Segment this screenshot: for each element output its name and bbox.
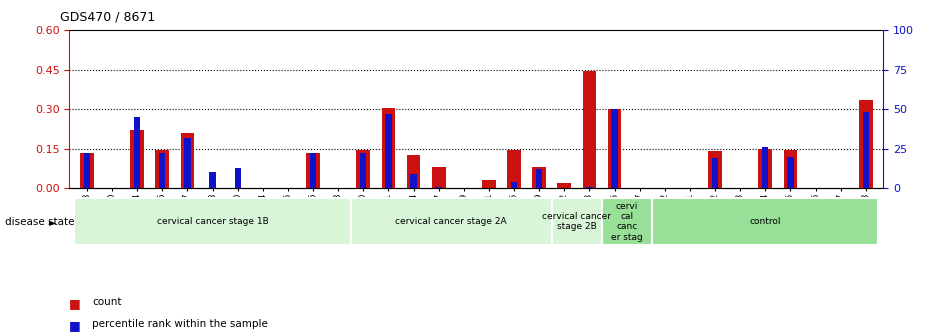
Bar — [134, 117, 141, 188]
Bar — [586, 186, 593, 188]
Text: cervical cancer stage 2A: cervical cancer stage 2A — [396, 217, 507, 226]
Bar — [611, 109, 618, 188]
Text: ►: ► — [49, 217, 56, 227]
Text: ■: ■ — [69, 319, 81, 332]
Bar — [608, 109, 622, 188]
Text: percentile rank within the sample: percentile rank within the sample — [92, 319, 268, 329]
Bar — [184, 138, 191, 188]
Bar — [360, 154, 366, 188]
Bar — [159, 154, 166, 188]
Bar — [532, 167, 546, 188]
Text: ■: ■ — [69, 297, 81, 310]
Bar — [859, 100, 872, 188]
Bar — [507, 150, 521, 188]
Bar — [411, 174, 416, 188]
Bar — [762, 147, 769, 188]
Bar — [310, 154, 316, 188]
Text: cervical cancer stage 1B: cervical cancer stage 1B — [156, 217, 268, 226]
Bar — [783, 150, 797, 188]
Bar — [482, 180, 496, 188]
Bar — [74, 198, 351, 245]
Text: disease state: disease state — [5, 217, 74, 227]
Bar — [709, 151, 722, 188]
Bar — [511, 182, 517, 188]
Text: GDS470 / 8671: GDS470 / 8671 — [60, 10, 155, 23]
Bar — [306, 153, 320, 188]
Bar — [84, 154, 90, 188]
Bar — [787, 157, 794, 188]
Bar — [863, 112, 869, 188]
Bar — [602, 198, 652, 245]
Bar — [652, 198, 879, 245]
Bar — [536, 169, 542, 188]
Text: cervical cancer
stage 2B: cervical cancer stage 2B — [542, 212, 611, 232]
Text: cervi
cal
canc
er stag: cervi cal canc er stag — [611, 202, 643, 242]
Bar — [356, 150, 370, 188]
Bar — [758, 149, 772, 188]
Bar — [432, 167, 446, 188]
Bar — [80, 153, 93, 188]
Bar — [180, 133, 194, 188]
Bar — [407, 155, 421, 188]
Bar — [235, 168, 241, 188]
Bar — [558, 183, 572, 188]
Bar — [386, 114, 391, 188]
Bar — [712, 158, 718, 188]
Bar — [381, 108, 395, 188]
Text: control: control — [749, 217, 781, 226]
Bar — [130, 130, 144, 188]
Text: count: count — [92, 297, 122, 307]
Bar — [583, 71, 597, 188]
Bar — [155, 150, 169, 188]
Bar — [436, 186, 442, 188]
Bar — [209, 172, 216, 188]
Bar — [351, 198, 551, 245]
Bar — [551, 198, 602, 245]
